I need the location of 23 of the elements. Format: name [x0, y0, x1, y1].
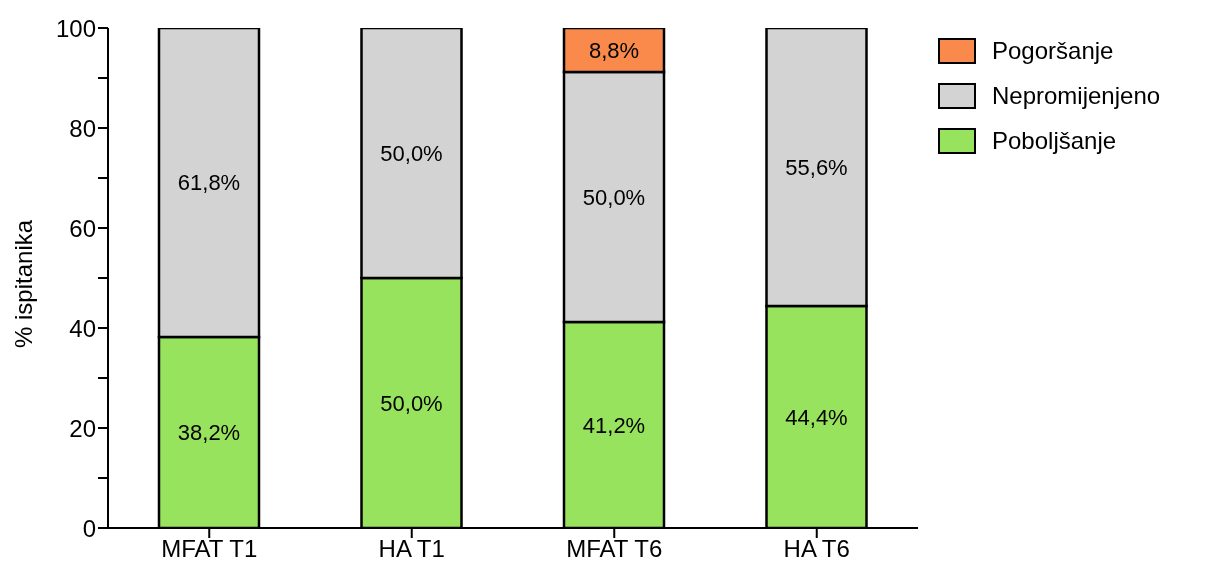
- y-tick-label: 80: [69, 114, 96, 142]
- x-tick-label: MFAT T1: [161, 535, 258, 563]
- data-label: 55,6%: [785, 154, 848, 180]
- data-label: 50,0%: [380, 140, 443, 166]
- legend-label: Poboljšanje: [992, 126, 1117, 155]
- data-label: 44,4%: [785, 404, 848, 430]
- x-tick-label: HA T1: [378, 535, 445, 563]
- y-tick-label: 60: [69, 214, 96, 242]
- x-tick-label: MFAT T6: [566, 535, 663, 563]
- data-label: 41,2%: [582, 412, 646, 438]
- y-tick-label: 0: [82, 514, 96, 542]
- y-tick-label: 100: [55, 14, 96, 42]
- legend-label: Nepromijenjeno: [992, 81, 1161, 110]
- data-label: 50,0%: [582, 184, 646, 210]
- y-axis-title: % ispitanika: [9, 219, 37, 348]
- data-label: 50,0%: [380, 390, 443, 416]
- data-label: 8,8%: [588, 37, 640, 63]
- data-label: 38,2%: [177, 420, 241, 445]
- y-tick-label: 20: [69, 414, 96, 442]
- legend-label: Pogoršanje: [992, 36, 1114, 65]
- x-tick-label: HA T6: [783, 535, 850, 563]
- data-label: 61,8%: [177, 170, 241, 195]
- y-tick-label: 40: [69, 314, 96, 342]
